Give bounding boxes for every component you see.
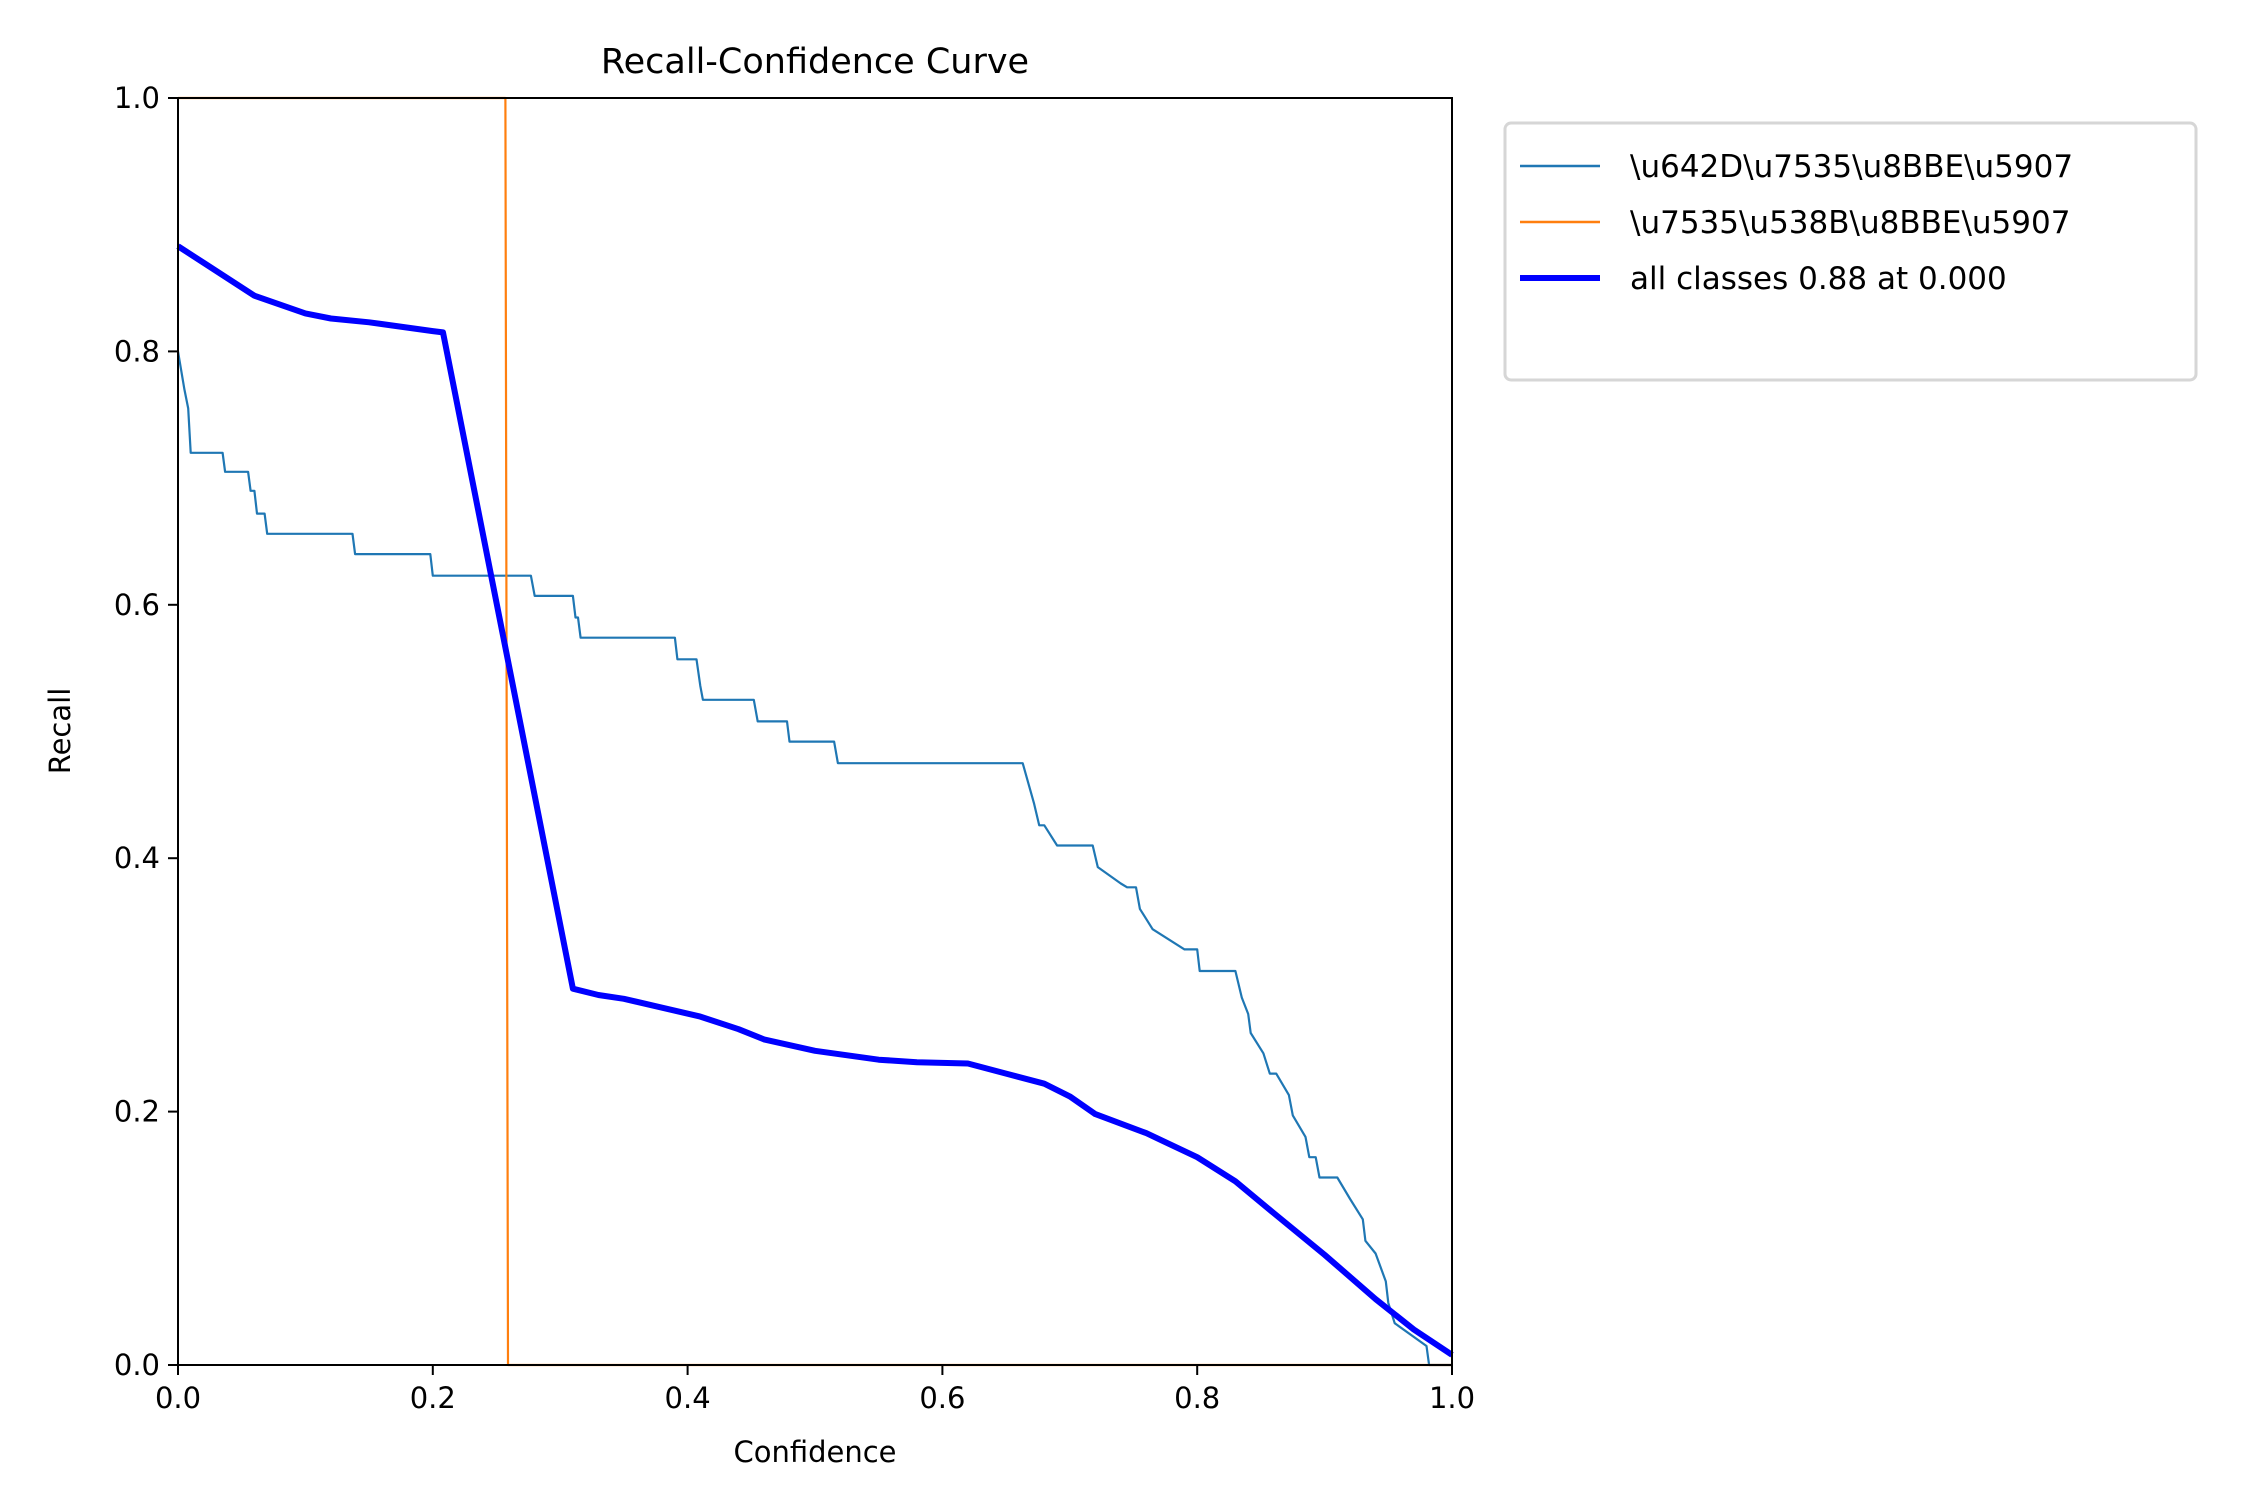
y-tick-label: 0.0 — [114, 1348, 160, 1382]
legend-label-2: all classes 0.88 at 0.000 — [1630, 261, 2007, 297]
legend: \u642D\u7535\u8BBE\u5907 \u7535\u538B\u8B… — [1503, 121, 2198, 382]
x-tick-label: 0.0 — [155, 1381, 201, 1415]
legend-label-1: \u7535\u538B\u8BBE\u5907 — [1630, 205, 2070, 241]
y-axis-label: Recall — [43, 688, 77, 775]
series-layer — [176, 96, 1454, 1367]
series-line-0 — [176, 351, 1452, 1367]
y-tick-label: 0.6 — [114, 588, 160, 622]
y-tick-label: 1.0 — [114, 81, 160, 115]
x-axis-label: Confidence — [733, 1435, 896, 1469]
x-tick-label: 0.8 — [1174, 1381, 1220, 1415]
x-tick-label: 1.0 — [1429, 1381, 1475, 1415]
y-tick-label: 0.8 — [114, 334, 160, 368]
chart-title: Recall-Confidence Curve — [601, 42, 1029, 82]
series-line-1 — [178, 96, 1452, 1367]
x-tick-label: 0.2 — [410, 1381, 456, 1415]
x-tick-label: 0.4 — [665, 1381, 711, 1415]
ticks-layer: 0.0 0.2 0.4 0.6 0.8 1.0 0.0 0.2 0.4 0.6 0.8 1.0 — [114, 81, 1475, 1415]
y-tick-label: 0.2 — [114, 1095, 160, 1129]
plot-frame — [177, 97, 1453, 1366]
x-tick-label: 0.6 — [919, 1381, 965, 1415]
series-line-2 — [176, 243, 1454, 1358]
legend-label-0: \u642D\u7535\u8BBE\u5907 — [1630, 149, 2073, 185]
y-tick-label: 0.4 — [114, 841, 160, 875]
legend-frame — [1503, 121, 2198, 382]
